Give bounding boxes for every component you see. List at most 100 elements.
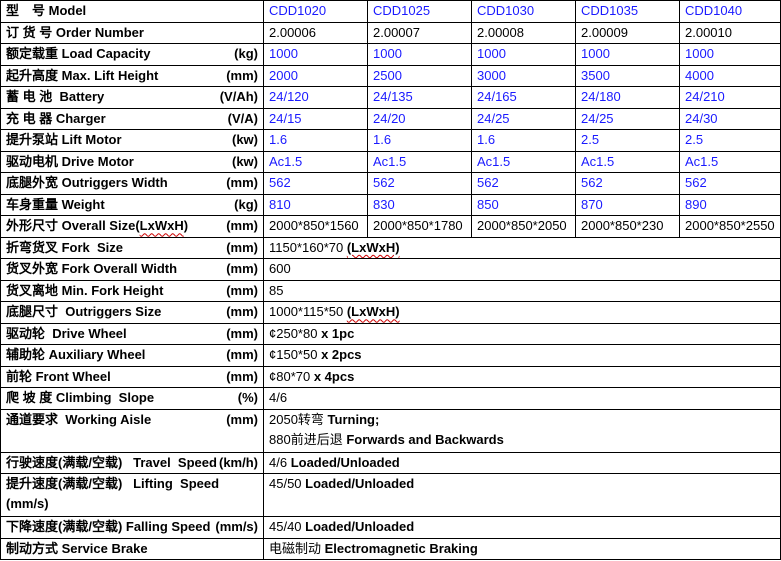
value-cell-span: ¢250*80 x 1pc [263, 322, 781, 345]
row-unit: (mm) [226, 411, 258, 427]
value-cell: 562 [575, 172, 680, 195]
row-label: 制动方式 Service Brake [6, 540, 148, 556]
value-cell: 2.00009 [575, 21, 680, 44]
row-unit: (mm) [226, 347, 258, 363]
value-cell: 1000 [263, 43, 368, 66]
row-unit: (mm) [226, 67, 258, 83]
row-unit: (kw) [232, 132, 258, 148]
value-cell: 2.5 [575, 129, 680, 152]
spec-row-17: 前轮 Front Wheel (mm) ¢80*70 x 4pcs [0, 365, 781, 388]
spec-row-19: 通道要求 Working Aisle (mm) 2050转弯 Turning; 880… [0, 408, 781, 453]
row-label-cell: 下降速度(满载/空载) Falling Speed (mm/s) [0, 516, 264, 539]
row-label: 型 号 Model [6, 3, 87, 19]
row-label: 车身重量 Weight [6, 196, 105, 212]
row-label: 蓄 电 池 Battery [6, 89, 105, 105]
value-cell: 1.6 [263, 129, 368, 152]
row-label: 货叉外宽 Fork Overall Width [6, 261, 178, 277]
row-label-cell: 驱动电机 Drive Motor (kw) [0, 150, 264, 173]
spec-row-23: 制动方式 Service Brake 电磁制动 Electromagnetic B… [0, 537, 781, 560]
spec-row-5: 充 电 器 Charger (V/A) 24/15 24/20 24/25 24/25 24… [0, 107, 781, 130]
spec-row-7: 驱动电机 Drive Motor (kw) Ac1.5 Ac1.5 Ac1.5 Ac1.5… [0, 150, 781, 173]
spec-row-13: 货叉离地 Min. Fork Height (mm) 85 [0, 279, 781, 302]
row-unit: (mm) [226, 282, 258, 298]
row-label-cell: 前轮 Front Wheel (mm) [0, 365, 264, 388]
value-cell: 2.00010 [679, 21, 781, 44]
value-cell: 1000 [679, 43, 781, 66]
row-label: 外形尺寸 Overall Size(LxWxH) [6, 218, 189, 234]
row-label-cell: 提升速度(满载/空载) Lifting Speed (mm/s) [0, 473, 264, 517]
value-cell: 1000 [471, 43, 576, 66]
row-label-cell: 货叉离地 Min. Fork Height (mm) [0, 279, 264, 302]
row-label: 折弯货叉 Fork Size [6, 239, 124, 255]
value-cell: 1000 [575, 43, 680, 66]
row-label-cell: 通道要求 Working Aisle (mm) [0, 408, 264, 453]
row-label: 额定载重 Load Capacity [6, 46, 151, 62]
value-cell: 2000*850*2050 [471, 215, 576, 238]
row-label-cell: 驱动轮 Drive Wheel (mm) [0, 322, 264, 345]
spec-row-10: 外形尺寸 Overall Size(LxWxH) (mm) 2000*850*156… [0, 215, 781, 238]
value-cell-span: ¢80*70 x 4pcs [263, 365, 781, 388]
value-cell: Ac1.5 [575, 150, 680, 173]
row-unit: (km/h) [219, 454, 258, 470]
spec-row-16: 辅助轮 Auxiliary Wheel (mm) ¢150*50 x 2pcs [0, 344, 781, 367]
value-cell: 24/120 [263, 86, 368, 109]
spec-row-8: 底腿外宽 Outriggers Width (mm) 562 562 562 562 562 [0, 172, 781, 195]
value-cell: 1.6 [367, 129, 472, 152]
value-cell: 870 [575, 193, 680, 216]
value-cell: 24/25 [575, 107, 680, 130]
row-unit: (kw) [232, 153, 258, 169]
row-unit: (mm) [226, 175, 258, 191]
row-label: 驱动轮 Drive Wheel [6, 325, 127, 341]
row-unit: (mm) [226, 325, 258, 341]
value-cell: Ac1.5 [679, 150, 781, 173]
row-label-cell: 提升泵站 Lift Motor (kw) [0, 129, 264, 152]
value-cell: Ac1.5 [367, 150, 472, 173]
row-label: 行驶速度(满载/空载) Travel Speed [6, 454, 217, 470]
value-cell-span: 电磁制动 Electromagnetic Braking [263, 537, 781, 560]
value-cell: CDD1040 [679, 0, 781, 23]
spec-row-11: 折弯货叉 Fork Size (mm) 1150*160*70 (LxWxH) [0, 236, 781, 259]
row-label-cell: 订 货 号 Order Number [0, 21, 264, 44]
row-label: 底腿外宽 Outriggers Width [6, 175, 168, 191]
row-label-cell: 底腿外宽 Outriggers Width (mm) [0, 172, 264, 195]
value-cell-span: 45/40 Loaded/Unloaded [263, 516, 781, 539]
spec-row-12: 货叉外宽 Fork Overall Width (mm) 600 [0, 258, 781, 281]
row-unit: (%) [237, 390, 258, 406]
row-label-cell: 行驶速度(满载/空载) Travel Speed (km/h) [0, 451, 264, 474]
row-unit: (mm/s) [215, 519, 258, 535]
value-cell-span: 2050转弯 Turning; 880前进后退 Forwards and Back… [263, 408, 781, 453]
row-label-cell: 蓄 电 池 Battery (V/Ah) [0, 86, 264, 109]
value-cell: 3000 [471, 64, 576, 87]
row-label: 辅助轮 Auxiliary Wheel [6, 347, 146, 363]
value-cell-span: 600 [263, 258, 781, 281]
value-cell-span: 4/6 [263, 387, 781, 410]
value-cell: 24/25 [471, 107, 576, 130]
row-label-cell: 额定载重 Load Capacity (kg) [0, 43, 264, 66]
value-cell-span: 85 [263, 279, 781, 302]
spec-row-21: 提升速度(满载/空载) Lifting Speed (mm/s) 45/50 Loa… [0, 473, 781, 517]
value-cell: 2500 [367, 64, 472, 87]
value-cell: 830 [367, 193, 472, 216]
row-unit: (kg) [234, 196, 258, 212]
row-unit: (mm) [226, 261, 258, 277]
row-label-cell: 辅助轮 Auxiliary Wheel (mm) [0, 344, 264, 367]
row-label: 提升速度(满载/空载) Lifting Speed [6, 476, 220, 491]
value-cell: 24/165 [471, 86, 576, 109]
value-cell: 4000 [679, 64, 781, 87]
value-cell: 890 [679, 193, 781, 216]
value-cell: 2.00006 [263, 21, 368, 44]
row-label: 爬 坡 度 Climbing Slope [6, 390, 155, 406]
value-cell: 1000 [367, 43, 472, 66]
row-label: 货叉离地 Min. Fork Height [6, 282, 164, 298]
spec-row-15: 驱动轮 Drive Wheel (mm) ¢250*80 x 1pc [0, 322, 781, 345]
row-unit: (mm) [226, 304, 258, 320]
row-label-cell: 型 号 Model [0, 0, 264, 23]
value-cell: 2000*850*1560 [263, 215, 368, 238]
row-label-cell: 起升高度 Max. Lift Height (mm) [0, 64, 264, 87]
spec-row-6: 提升泵站 Lift Motor (kw) 1.6 1.6 1.6 2.5 2.5 [0, 129, 781, 152]
row-unit: (kg) [234, 46, 258, 62]
value-cell: 562 [471, 172, 576, 195]
value-cell: CDD1025 [367, 0, 472, 23]
